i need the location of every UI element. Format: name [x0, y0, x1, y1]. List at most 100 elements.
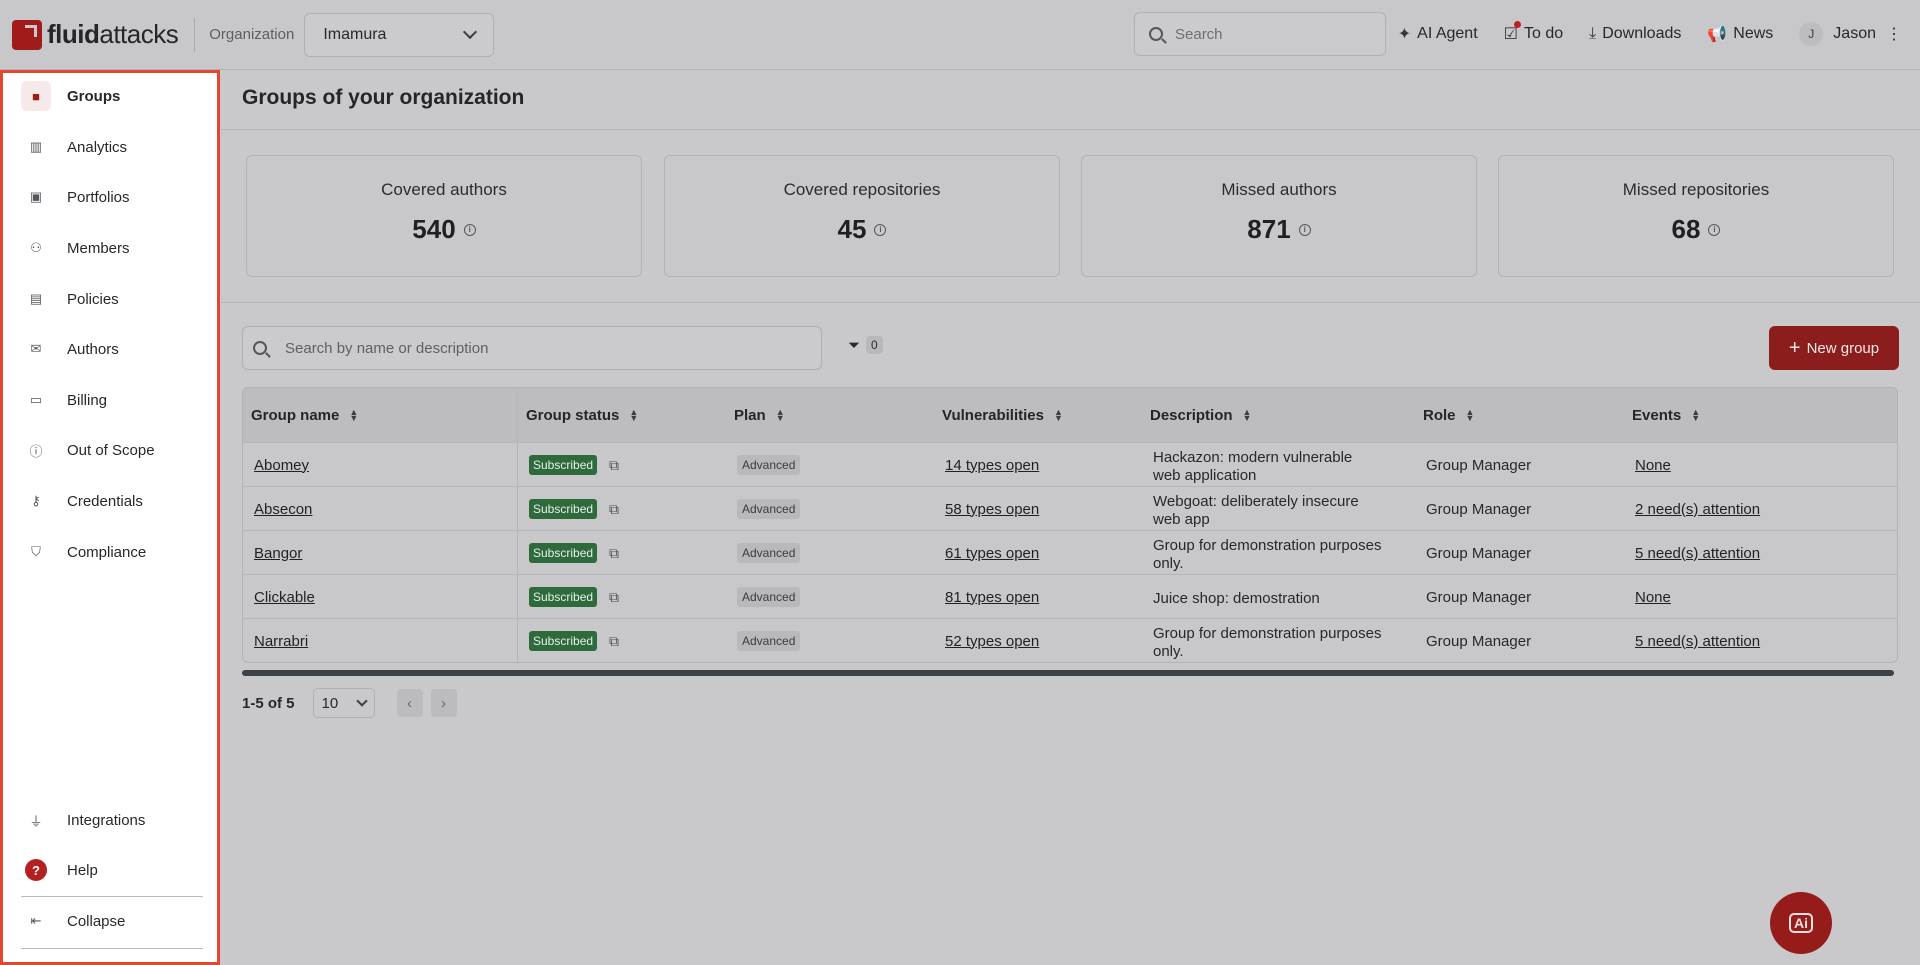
group-search-placeholder: Search by name or description [285, 339, 489, 357]
sidebar-item-credentials[interactable]: ⚷ Credentials [21, 481, 205, 521]
events-link[interactable]: 2 need(s) attention [1635, 500, 1761, 518]
external-link-icon[interactable]: ⧉ [609, 632, 620, 649]
status-badge: Subscribed [529, 631, 598, 651]
table-row[interactable]: Abomey Subscribed ⧉ Advanced 14 types open Ha… [243, 442, 1897, 486]
sidebar-item-integrations[interactable]: ⏚ Integrations [21, 800, 205, 840]
events-link[interactable]: None [1635, 456, 1671, 474]
external-link-icon[interactable]: ⧉ [609, 500, 620, 517]
events-cell: 2 need(s) attention [1635, 487, 1760, 531]
description-cell: Webgoat: deliberately insecure web app [1153, 487, 1383, 531]
news-link[interactable]: 📢 News [1707, 25, 1774, 43]
sidebar-item-help[interactable]: ? Help [21, 850, 205, 890]
table-row[interactable]: Absecon Subscribed ⧉ Advanced 58 types open W… [243, 486, 1897, 531]
out-of-scope-icon: ⓘ [29, 443, 43, 459]
logo[interactable]: fluidattacks [12, 0, 179, 70]
vulnerabilities-link[interactable]: 52 types open [945, 632, 1040, 650]
organization-select[interactable]: Imamura [304, 12, 495, 57]
metric-value: 68 [1671, 214, 1701, 244]
vulnerabilities-link[interactable]: 61 types open [945, 544, 1040, 562]
column-divider [517, 388, 518, 662]
events-link[interactable]: None [1635, 588, 1671, 606]
column-header-vulnerabilities[interactable]: Vulnerabilities ▲ ▼ [942, 406, 1063, 424]
events-link[interactable]: 5 need(s) attention [1635, 632, 1761, 650]
external-link-icon[interactable]: ⧉ [609, 456, 620, 473]
events-link[interactable]: 5 need(s) attention [1635, 544, 1761, 562]
role-text: Group Manager [1426, 456, 1532, 474]
group-name-cell: Bangor [254, 531, 302, 575]
group-name-link[interactable]: Bangor [254, 544, 303, 562]
role-cell: Group Manager [1426, 575, 1531, 619]
top-links: ✦ AI Agent ☑ To do ⤓ Downloads 📢 News J Jaso… [1372, 0, 1902, 68]
table-row[interactable]: Bangor Subscribed ⧉ Advanced 61 types open Gr… [243, 530, 1897, 575]
plan-badge: Advanced [737, 631, 801, 651]
sort-icon: ▲ ▼ [1053, 407, 1063, 423]
previous-page-button[interactable]: ‹ [396, 689, 423, 717]
ai-assistant-button[interactable]: Ai [1770, 892, 1832, 954]
group-search-input[interactable]: Search by name or description [242, 326, 822, 370]
description-text: Group for demonstration purposes only. [1153, 537, 1382, 572]
info-icon[interactable]: i [1298, 223, 1311, 236]
plan-cell: Advanced [737, 619, 801, 662]
vulnerabilities-link[interactable]: 14 types open [945, 456, 1040, 474]
downloads-link[interactable]: ⤓ Downloads [1589, 25, 1682, 42]
sidebar-item-collapse[interactable]: ⇤ Collapse [21, 901, 205, 941]
sidebar-item-policies[interactable]: ▤ Policies [21, 279, 205, 319]
help-icon: ? [21, 855, 51, 885]
info-icon[interactable]: i [463, 223, 476, 236]
kebab-menu-icon[interactable]: ⋮ [1886, 26, 1902, 43]
events-cell: 5 need(s) attention [1635, 531, 1760, 575]
group-name-link[interactable]: Clickable [254, 588, 315, 606]
sidebar-item-analytics[interactable]: ▥ Analytics [21, 127, 205, 167]
sidebar-item-portfolios[interactable]: ▣ Portfolios [21, 177, 205, 217]
column-header-description[interactable]: Description ▲ ▼ [1150, 406, 1252, 424]
description-cell: Group for demonstration purposes only. [1153, 619, 1383, 662]
pagination-range: 1-5 of 5 [242, 694, 295, 712]
page-title: Groups of your organization [242, 86, 525, 109]
external-link-icon[interactable]: ⧉ [609, 588, 620, 605]
group-status-cell: Subscribed ⧉ [529, 619, 620, 662]
policies-icon: ▤ [29, 291, 43, 306]
sidebar-item-billing[interactable]: ▭ Billing [21, 380, 205, 420]
folder-icon: ■ [21, 81, 51, 111]
user-menu[interactable]: J Jason ⋮ [1799, 22, 1902, 46]
mail-icon: ✉ [30, 341, 42, 356]
status-badge: Subscribed [529, 455, 598, 475]
sidebar-item-label: Out of Scope [67, 441, 155, 459]
column-header-plan[interactable]: Plan ▲ ▼ [734, 406, 785, 424]
sidebar-item-label: Collapse [67, 912, 126, 930]
logo-mark-icon [12, 19, 42, 50]
collapse-icon: ⇤ [30, 913, 42, 928]
group-name-link[interactable]: Absecon [254, 500, 313, 518]
todo-link[interactable]: ☑ To do [1504, 21, 1563, 44]
vulnerabilities-link[interactable]: 58 types open [945, 500, 1040, 518]
table-row[interactable]: Narrabri Subscribed ⧉ Advanced 52 types open… [243, 618, 1897, 662]
page-size-select[interactable]: 10 [312, 688, 375, 718]
group-name-link[interactable]: Abomey [254, 456, 310, 474]
sidebar-item-compliance[interactable]: ⛉ Compliance [21, 532, 205, 572]
vulnerabilities-link[interactable]: 81 types open [945, 588, 1040, 606]
column-header-events[interactable]: Events ▲ ▼ [1632, 406, 1701, 424]
global-search-input[interactable]: Search [1134, 12, 1386, 56]
sidebar-item-out-of-scope[interactable]: ⓘ Out of Scope [21, 430, 205, 470]
next-page-button[interactable]: › [430, 689, 457, 717]
metric-card: Missed repositories 68 i [1498, 155, 1894, 277]
table-row[interactable]: Clickable Subscribed ⧉ Advanced 81 types ope… [243, 574, 1897, 619]
horizontal-scrollbar[interactable] [242, 670, 1894, 676]
external-link-icon[interactable]: ⧉ [609, 544, 620, 561]
info-icon[interactable]: i [1708, 223, 1721, 236]
sidebar-divider [21, 896, 203, 897]
ai-agent-link[interactable]: ✦ AI Agent [1397, 25, 1478, 43]
chevron-down-icon [463, 24, 478, 40]
sidebar-item-label: Analytics [67, 138, 128, 156]
info-icon[interactable]: i [874, 223, 887, 236]
group-name-link[interactable]: Narrabri [254, 632, 309, 650]
sidebar-item-authors[interactable]: ✉ Authors [21, 329, 205, 369]
filter-button[interactable]: ⏷ 0 [848, 336, 883, 354]
sidebar-item-members[interactable]: ⚇ Members [21, 228, 205, 268]
column-header-group-name[interactable]: Group name ▲ ▼ [251, 406, 359, 424]
metric-value-wrap: 540 i [247, 214, 641, 245]
sidebar-item-groups[interactable]: ■ Groups [21, 76, 205, 116]
column-header-role[interactable]: Role ▲ ▼ [1423, 406, 1475, 424]
column-header-group-status[interactable]: Group status ▲ ▼ [526, 406, 639, 424]
new-group-button[interactable]: + New group [1769, 326, 1899, 370]
